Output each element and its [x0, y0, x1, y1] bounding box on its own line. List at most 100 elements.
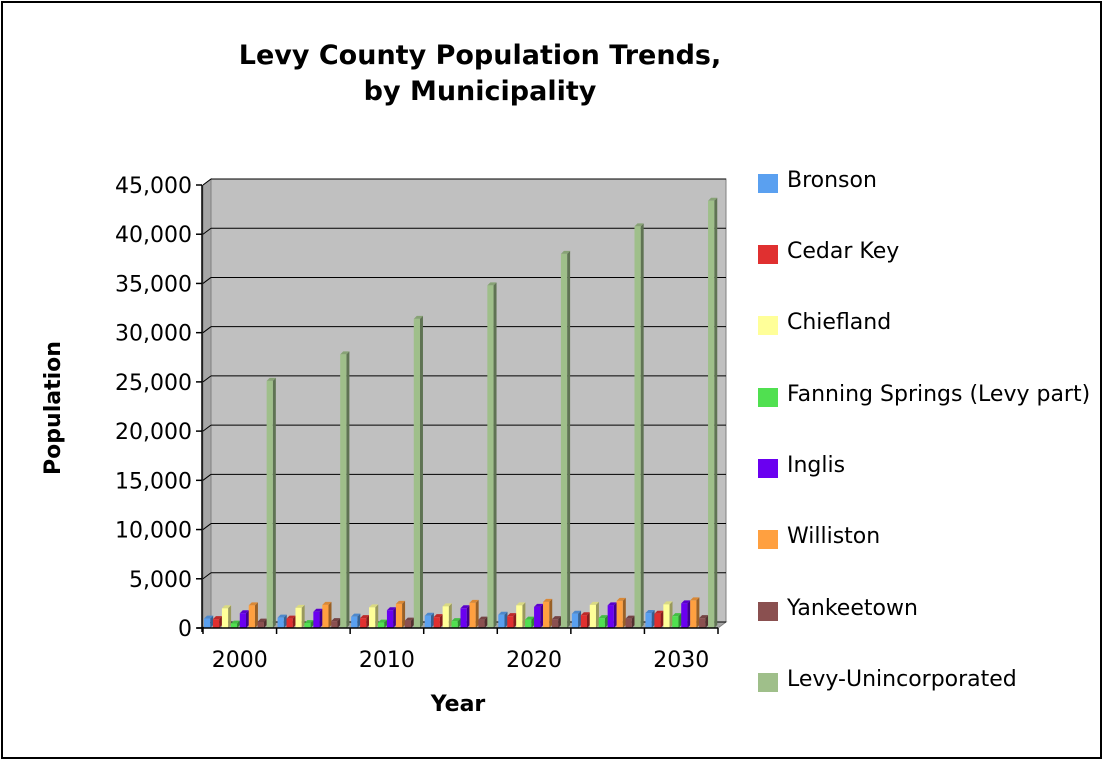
bar: [424, 612, 434, 628]
legend-label: Williston: [787, 524, 881, 549]
legend-swatch: [758, 530, 778, 549]
bar: [571, 610, 582, 628]
y-tick-label: 15,000: [115, 469, 192, 494]
bar: [395, 600, 406, 628]
bar-top: [681, 600, 691, 604]
bar-top: [525, 616, 535, 620]
x-tick-label: 2030: [653, 648, 709, 673]
bar-top: [369, 604, 379, 608]
bar-side: [587, 612, 591, 628]
legend-swatch: [758, 673, 778, 692]
bar-side: [687, 600, 691, 628]
axes: [196, 184, 719, 634]
bar-top: [699, 615, 709, 619]
legend-swatch: [758, 388, 778, 407]
bar-top: [386, 607, 397, 611]
bar-side: [513, 613, 517, 628]
bar-side: [493, 282, 497, 628]
bar-side: [439, 614, 443, 628]
chart-title: Levy County Population Trends, by Munici…: [0, 38, 960, 110]
bar-side: [245, 610, 249, 628]
bar-front: [507, 616, 514, 628]
bar-front: [498, 614, 505, 628]
bar-side: [328, 601, 332, 628]
bar-side: [669, 601, 673, 628]
bar-front: [295, 607, 302, 628]
bar-top: [487, 282, 497, 286]
bar-top: [634, 223, 644, 227]
bar: [616, 597, 626, 628]
bar-side: [604, 615, 608, 628]
bar: [460, 605, 470, 628]
bar-front: [248, 605, 255, 628]
bar-front: [616, 600, 623, 628]
legend-label: Chiefland: [787, 310, 892, 335]
bar: [507, 613, 517, 628]
bar: [516, 602, 526, 628]
y-tick-labels: 0 5,000 10,000 15,000 20,000 25,000 30,000 35,0…: [115, 174, 192, 642]
bar-side: [237, 620, 241, 628]
bar-side: [319, 608, 323, 628]
bar-front: [589, 604, 596, 628]
legend-label: Levy-Unincorporated: [787, 667, 1017, 692]
bar-top: [424, 612, 434, 616]
bar-side: [714, 197, 718, 629]
y-tick-label: 40,000: [115, 223, 192, 248]
bar-side: [640, 223, 644, 628]
gridline-side: [202, 178, 212, 186]
bar: [257, 618, 267, 628]
x-tick-label: 2010: [359, 648, 415, 673]
bar-top: [478, 616, 488, 620]
bar-front: [266, 380, 273, 628]
y-tick-label: 0: [178, 617, 192, 642]
bar-front: [386, 610, 394, 628]
bar-top: [451, 618, 461, 622]
bar-front: [663, 604, 670, 628]
bar-top: [248, 602, 258, 606]
bar-top: [404, 617, 415, 621]
bar-front: [239, 613, 246, 628]
bar-top: [498, 611, 508, 615]
gridline-side: [202, 572, 212, 580]
bar-front: [286, 618, 293, 628]
bar-side: [660, 610, 664, 628]
gridline-side: [202, 277, 212, 284]
bar: [699, 615, 709, 628]
bar: [478, 616, 488, 628]
bar-top: [331, 618, 341, 622]
bar-top: [663, 601, 673, 605]
gridline-side: [202, 523, 212, 530]
bar-front: [442, 606, 449, 628]
legend-swatch: [758, 602, 778, 621]
bar: [543, 598, 553, 628]
bar-top: [351, 613, 361, 617]
bar-top: [295, 604, 305, 608]
bar-top: [433, 614, 443, 618]
bar: [331, 618, 341, 628]
bar-top: [460, 605, 470, 609]
bar-front: [699, 618, 706, 628]
bar: [386, 607, 397, 628]
bar: [248, 602, 258, 628]
bar-front: [672, 616, 679, 628]
bar-top: [322, 601, 332, 605]
bar-side: [411, 617, 415, 628]
gridline-side: [202, 424, 212, 432]
bar-top: [589, 601, 599, 605]
bar-side: [475, 599, 479, 628]
bar-top: [266, 377, 276, 381]
bar: [654, 610, 664, 628]
bar-side: [705, 615, 709, 628]
bar-front: [571, 613, 579, 628]
bar-front: [487, 285, 494, 628]
bar: [625, 615, 635, 628]
legend-swatch: [758, 316, 778, 335]
bar-front: [598, 618, 605, 628]
chart-title-line-2: by Municipality: [363, 76, 597, 107]
chart-title-line-1: Levy County Population Trends,: [238, 40, 722, 71]
bar: [634, 223, 644, 628]
y-tick-label: 35,000: [115, 272, 192, 297]
bar-side: [531, 616, 535, 628]
bar-top: [204, 615, 214, 619]
bar-front: [625, 618, 632, 628]
